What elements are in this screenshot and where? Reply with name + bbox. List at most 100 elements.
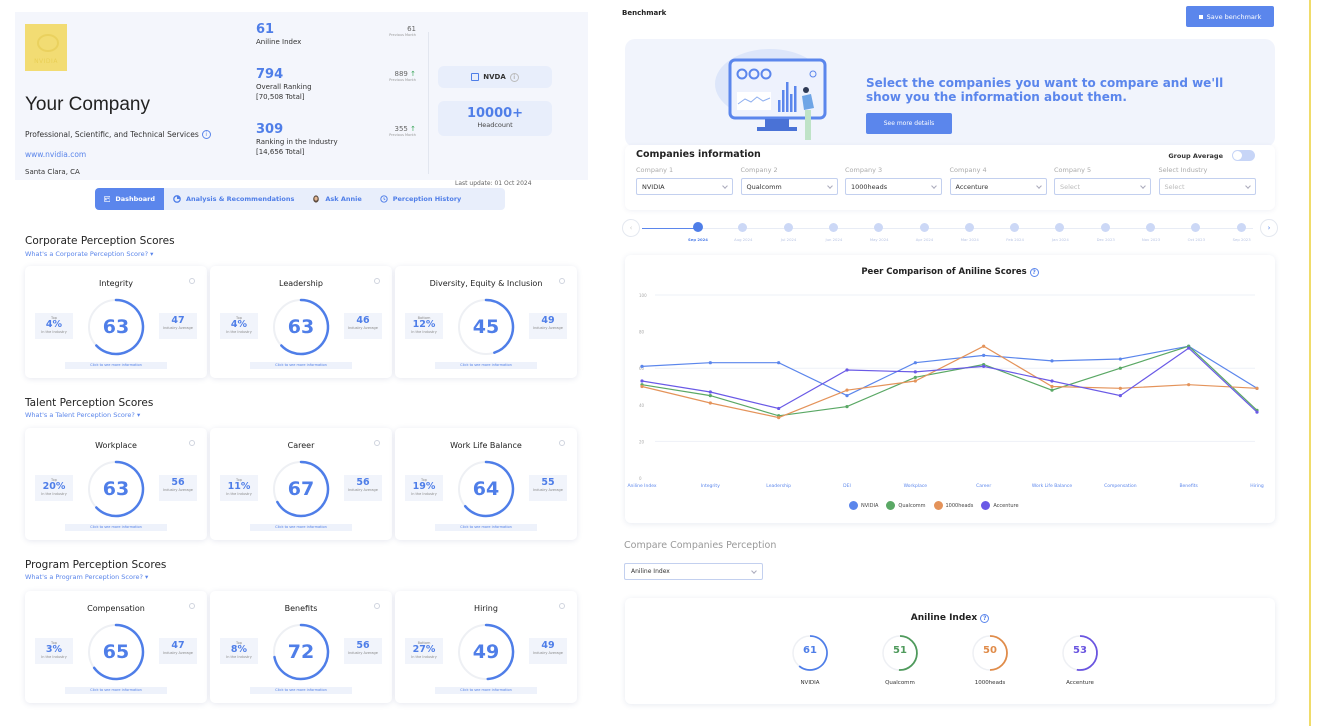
aniline-value: 53 — [1073, 645, 1087, 656]
timeline-month-label[interactable]: May 2024 — [869, 237, 889, 242]
info-icon[interactable] — [559, 440, 565, 446]
legend-item[interactable]: 1000heads — [933, 501, 973, 510]
info-icon[interactable] — [189, 440, 195, 446]
company-select-1[interactable]: NVIDIA — [636, 178, 733, 195]
timeline-month-dot[interactable] — [1055, 223, 1065, 232]
timeline-month-dot[interactable] — [783, 223, 793, 232]
info-icon[interactable] — [189, 278, 195, 284]
hero-title: Select the companies you want to compare… — [866, 76, 1224, 104]
svg-text:Work Life Balance: Work Life Balance — [1032, 483, 1073, 489]
timeline-month-label[interactable]: Feb 2024 — [1006, 237, 1024, 242]
help-icon[interactable]: ? — [1029, 268, 1039, 277]
info-icon[interactable] — [559, 603, 565, 609]
compare-metric-select[interactable]: Aniline Index — [624, 563, 763, 580]
timeline-month-label[interactable]: Jan 2024 — [1052, 237, 1069, 242]
score-gauge — [273, 623, 330, 681]
more-information-link[interactable]: Click to see more information — [65, 687, 167, 694]
svg-text:Compensation: Compensation — [1104, 483, 1137, 489]
timeline-month-label[interactable]: Dec 2023 — [1096, 237, 1115, 242]
stock-ticker-badge: NVDA i — [438, 66, 552, 88]
industry-rank-box: Top 4% In the Industry — [35, 313, 73, 339]
corporate-score-help-link[interactable]: What's a Corporate Perception Score? ▾ — [25, 250, 154, 258]
timeline-month-label[interactable]: Sep 2023 — [1232, 237, 1251, 242]
company-select-group: Company 4 Accenture — [949, 166, 1047, 195]
company-select-3[interactable]: 1000heads — [845, 178, 942, 195]
timeline-month-label[interactable]: Jul 2024 — [780, 237, 797, 242]
score-gauge — [88, 623, 145, 681]
section-title-talent: Talent Perception Scores — [25, 397, 154, 409]
score-card: Leadership Top 4% In the Industry 63 46 … — [210, 266, 392, 378]
svg-text:Hiring: Hiring — [1250, 483, 1264, 489]
timeline-prev-button[interactable]: ‹ — [622, 219, 640, 237]
timeline-next-button[interactable]: › — [1260, 219, 1278, 237]
legend-item[interactable]: NVIDIA — [849, 501, 878, 510]
more-information-link[interactable]: Click to see more information — [250, 687, 352, 694]
gauge-ring — [882, 635, 918, 671]
timeline-month-dot[interactable] — [1100, 223, 1110, 232]
timeline-month-dot[interactable] — [738, 223, 748, 232]
help-icon[interactable]: ? — [980, 614, 990, 623]
tab-ask-annie[interactable]: Ask Annie — [303, 188, 370, 210]
timeline-month-dot[interactable] — [964, 223, 974, 232]
company-select-2[interactable]: Qualcomm — [740, 178, 838, 195]
industry-average-box: 49 Industry Average — [529, 313, 567, 339]
aniline-value: 51 — [893, 645, 907, 656]
score-card-title: Hiring — [474, 604, 498, 613]
info-icon[interactable] — [189, 603, 195, 609]
info-icon[interactable]: i — [509, 72, 519, 82]
tab-dashboard[interactable]: Dashboard — [95, 188, 164, 210]
legend-item[interactable]: Accenture — [981, 501, 1019, 510]
timeline-month-dot[interactable] — [693, 222, 703, 232]
company-name: 1000heads — [974, 680, 1006, 686]
program-score-help-link[interactable]: What's a Program Perception Score? ▾ — [25, 573, 149, 581]
more-information-link[interactable]: Click to see more information — [65, 362, 167, 369]
timeline-month-dot[interactable] — [874, 223, 884, 232]
timeline-month-label[interactable]: Aug 2024 — [734, 237, 753, 242]
timeline-month-dot[interactable] — [1010, 223, 1020, 232]
timeline-month-label[interactable]: Nov 2023 — [1141, 237, 1161, 242]
legend-item[interactable]: Qualcomm — [886, 501, 926, 510]
headcount-badge: 10000+ Headcount — [438, 101, 552, 136]
select-label: Select Industry — [1158, 166, 1208, 174]
company-name: NVIDIA — [800, 680, 820, 686]
more-information-link[interactable]: Click to see more information — [250, 362, 352, 369]
more-information-link[interactable]: Click to see more information — [250, 524, 352, 531]
score-card-title: Leadership — [279, 279, 323, 288]
timeline-month-label[interactable]: Jun 2024 — [825, 237, 843, 242]
timeline-month-dot[interactable] — [1146, 223, 1155, 232]
company-website-link[interactable]: www.nvidia.com — [25, 150, 87, 159]
company-select-5[interactable]: Select — [1054, 178, 1151, 195]
see-more-details-button[interactable]: See more details — [866, 113, 952, 134]
company-select-4[interactable]: Accenture — [949, 178, 1047, 195]
score-card-title: Work Life Balance — [450, 441, 522, 450]
tab-analysis-recommendations[interactable]: Analysis & Recommendations — [164, 188, 303, 210]
timeline-month-label[interactable]: Oct 2023 — [1187, 237, 1206, 242]
timeline-month-label[interactable]: Apr 2024 — [915, 237, 934, 242]
more-information-link[interactable]: Click to see more information — [435, 362, 537, 369]
score-value: 63 — [102, 316, 130, 338]
metric-industry-ranking: 309 Ranking in the Industry [14,656 Tota… — [256, 122, 416, 156]
info-icon[interactable] — [559, 278, 565, 284]
timeline-month-dot[interactable] — [1191, 223, 1201, 232]
timeline-month-label[interactable]: Sep 2024 — [688, 237, 708, 242]
info-icon[interactable]: i — [201, 130, 211, 139]
industry-average-box: 56 Industry Average — [344, 475, 382, 501]
talent-score-help-link[interactable]: What's a Talent Perception Score? ▾ — [25, 411, 141, 419]
info-icon[interactable] — [374, 440, 380, 446]
more-information-link[interactable]: Click to see more information — [435, 524, 537, 531]
svg-text:20: 20 — [639, 439, 645, 444]
timeline-month-dot[interactable] — [919, 223, 929, 232]
info-icon[interactable] — [374, 278, 380, 284]
tab-perception-history[interactable]: Perception History — [371, 188, 471, 210]
info-icon[interactable] — [374, 603, 380, 609]
group-average-toggle[interactable] — [1232, 150, 1255, 161]
more-information-link[interactable]: Click to see more information — [65, 524, 167, 531]
timeline-month-dot[interactable] — [828, 223, 838, 232]
timeline-month-dot[interactable] — [1236, 223, 1246, 232]
more-information-link[interactable]: Click to see more information — [435, 687, 537, 694]
save-benchmark-button[interactable]: Save benchmark — [1186, 6, 1274, 27]
timeline-month-label[interactable]: Mar 2024 — [960, 237, 979, 242]
company-select-6[interactable]: Select — [1158, 178, 1256, 195]
legend-swatch — [981, 501, 991, 510]
industry-rank-box: Bottom 27% In the Industry — [405, 638, 443, 664]
